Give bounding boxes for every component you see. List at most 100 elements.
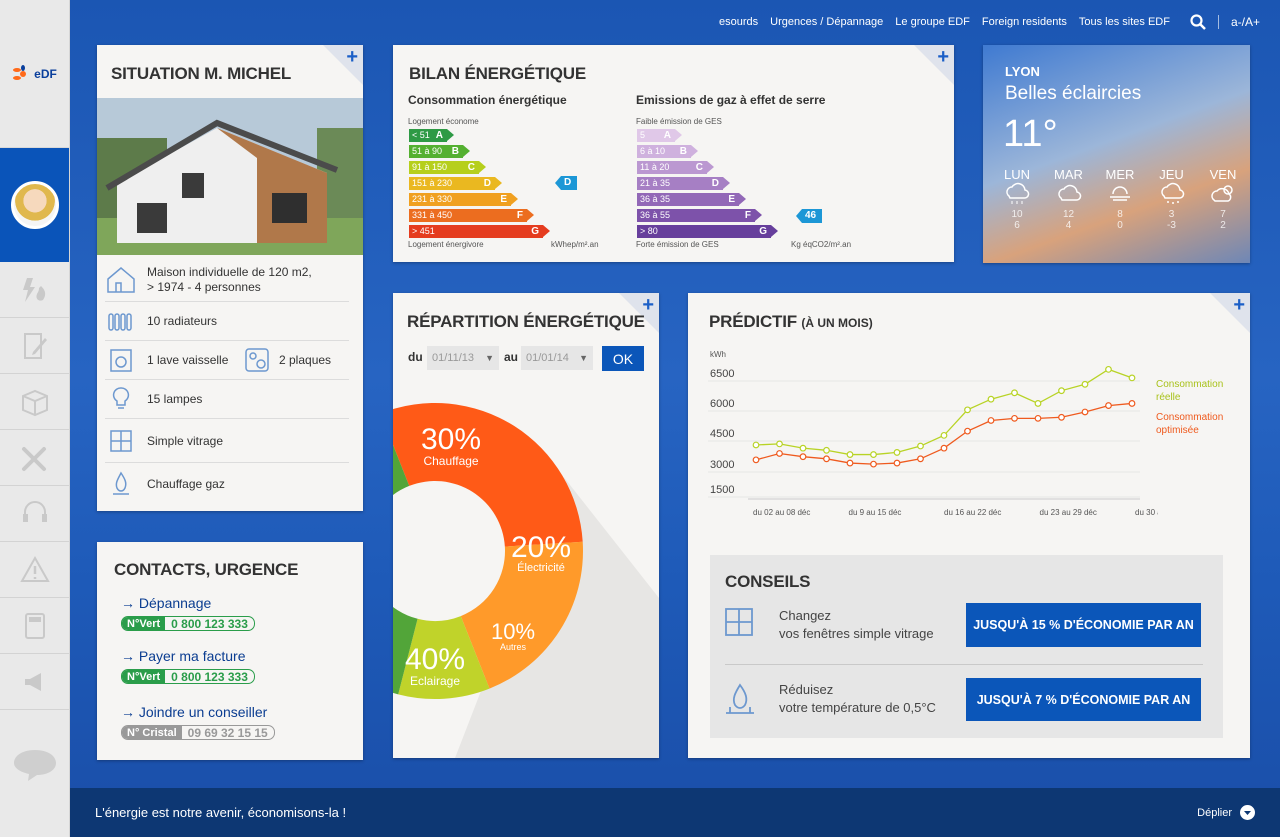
nav-support[interactable] bbox=[0, 486, 69, 542]
card-title: CONTACTS, URGENCE bbox=[114, 560, 299, 579]
expand-plus-icon[interactable]: + bbox=[642, 294, 654, 316]
expand-plus-icon[interactable]: + bbox=[937, 46, 949, 68]
nav-calculator[interactable] bbox=[0, 598, 69, 654]
energy-class-bar: 11 à 20 C bbox=[637, 161, 714, 174]
class-letter: D bbox=[483, 178, 491, 189]
nav-tools[interactable] bbox=[0, 430, 69, 486]
search-icon[interactable] bbox=[1190, 14, 1206, 30]
energy-class-bar: 51 à 90 B bbox=[409, 145, 470, 158]
class-range: 36 à 55 bbox=[640, 210, 671, 220]
divider bbox=[725, 664, 1203, 665]
nav-link[interactable]: Foreign residents bbox=[981, 16, 1067, 28]
font-size-toggle[interactable]: a-/A+ bbox=[1230, 15, 1260, 29]
donut-slice[interactable] bbox=[393, 403, 583, 547]
phone-number: 0 800 123 333 bbox=[171, 616, 248, 631]
chat-bubble-icon[interactable] bbox=[12, 748, 58, 782]
legend-text: optimisée bbox=[1156, 425, 1199, 436]
energy-class-bar: > 80 G bbox=[637, 225, 778, 238]
class-range: 11 à 20 bbox=[640, 162, 670, 172]
day-label: MER bbox=[1105, 167, 1135, 182]
energy-class-bar: 36 à 35 E bbox=[637, 193, 746, 206]
legend-text: Consommation bbox=[1156, 412, 1224, 423]
class-letter: F bbox=[516, 210, 523, 221]
contact-link[interactable]: → Dépannage bbox=[121, 595, 212, 611]
nav-alert[interactable] bbox=[0, 542, 69, 598]
class-letter: E bbox=[728, 194, 735, 205]
slice-pct: 30% bbox=[421, 423, 482, 456]
tip-line: Réduisez bbox=[779, 682, 834, 697]
tip-savings-button[interactable]: JUSQU'À 15 % D'ÉCONOMIE PAR AN bbox=[966, 603, 1201, 647]
temp-high: 10 bbox=[1011, 209, 1023, 220]
nav-box[interactable] bbox=[0, 374, 69, 430]
data-point bbox=[799, 444, 807, 452]
data-point bbox=[917, 455, 924, 463]
slice-label-eclairage: 40% Eclairage bbox=[405, 645, 465, 688]
fog-sun-icon bbox=[1110, 186, 1130, 201]
item-text: 10 radiateurs bbox=[147, 314, 218, 328]
nav-announce[interactable] bbox=[0, 654, 69, 710]
donut-slice[interactable] bbox=[398, 616, 490, 699]
nav-link[interactable]: esourds bbox=[719, 16, 759, 28]
donut-slice[interactable] bbox=[393, 413, 418, 695]
forecast: LUN 10 6 MAR 12 4 MER 8 0 JEU 3 -3 VEN 7 2 bbox=[995, 167, 1245, 231]
class-range: 36 à 35 bbox=[640, 194, 671, 204]
edf-logo[interactable]: eDF bbox=[0, 0, 69, 148]
nav-energy[interactable] bbox=[0, 262, 69, 318]
phone-badge[interactable]: N°Vert 0 800 123 333 bbox=[121, 616, 255, 631]
contacts-card: CONTACTS, URGENCE → Dépannage N°Vert 0 80… bbox=[97, 542, 363, 760]
dishwasher-icon bbox=[110, 349, 132, 372]
cloud-icon bbox=[1057, 184, 1081, 201]
avatar[interactable] bbox=[10, 181, 59, 229]
phone-badge[interactable]: N°Vert 0 800 123 333 bbox=[121, 669, 255, 684]
box-icon bbox=[21, 389, 48, 416]
date-from-select[interactable]: 01/11/13 ▼ bbox=[427, 346, 499, 370]
rain-cloud-icon bbox=[1006, 182, 1030, 204]
nav-link[interactable]: Tous les sites EDF bbox=[1078, 16, 1170, 28]
conso-title: Consommation énergétique bbox=[408, 93, 567, 107]
chevron-down-icon: ▼ bbox=[485, 353, 494, 363]
conso-unit: kWhep/m².an bbox=[551, 240, 599, 249]
donut-slice[interactable] bbox=[460, 541, 583, 689]
item-text: 2 plaques bbox=[279, 353, 332, 367]
sidebar: eDF bbox=[0, 0, 70, 837]
contact-link[interactable]: → Joindre un conseiller bbox=[121, 704, 268, 720]
slice-pct: 10% bbox=[491, 619, 536, 644]
contact-link[interactable]: → Payer ma facture bbox=[121, 648, 246, 664]
expand-plus-icon[interactable]: + bbox=[1233, 294, 1245, 316]
energy-class-bar: 331 à 450 F bbox=[409, 209, 534, 222]
temp-high: 3 bbox=[1168, 209, 1175, 220]
calculator-icon bbox=[24, 612, 45, 639]
expand-corner bbox=[914, 45, 954, 85]
energy-class-bar: 231 à 330 E bbox=[409, 193, 518, 206]
phone-badge[interactable]: N° Cristal 09 69 32 15 15 bbox=[121, 725, 275, 740]
edf-flower-icon bbox=[13, 64, 27, 80]
nav-link[interactable]: Urgences / Dépannage bbox=[770, 16, 884, 28]
conseils-panel: CONSEILS Changez vos fenêtres simple vitr… bbox=[710, 555, 1223, 738]
data-point bbox=[987, 395, 995, 403]
tip-savings-button[interactable]: JUSQU'À 7 % D'ÉCONOMIE PAR AN bbox=[966, 678, 1201, 721]
user-panel[interactable] bbox=[0, 148, 69, 262]
ok-button[interactable]: OK bbox=[602, 346, 644, 371]
nav-link[interactable]: Le groupe EDF bbox=[895, 16, 970, 28]
legend-text: réelle bbox=[1156, 392, 1181, 403]
cooktop-icon bbox=[245, 348, 269, 372]
x-tick-label: du 23 au 29 déc bbox=[1040, 508, 1097, 517]
ges-unit: Kg éqCO2/m².an bbox=[791, 240, 852, 249]
item-text: Simple vitrage bbox=[147, 433, 224, 448]
expand-plus-icon[interactable]: + bbox=[346, 46, 358, 68]
energy-class-bar: 36 à 55 F bbox=[637, 209, 762, 222]
legend-optimised: Consommation optimisée bbox=[1156, 411, 1223, 437]
logo-text: eDF bbox=[34, 66, 57, 81]
deplier-toggle[interactable]: Déplier bbox=[1197, 805, 1255, 820]
card-title: BILAN ÉNERGÉTIQUE bbox=[409, 64, 587, 83]
class-letter: B bbox=[679, 146, 687, 157]
card-title: SITUATION M. MICHEL bbox=[111, 64, 292, 83]
date-to-select[interactable]: 01/01/14 ▼ bbox=[521, 346, 593, 370]
y-tick-label: 6000 bbox=[710, 398, 734, 410]
gas-flame-icon bbox=[726, 683, 754, 714]
class-range: 151 à 230 bbox=[412, 178, 453, 188]
x-tick-label: du 16 au 22 déc bbox=[944, 508, 1001, 517]
nav-documents[interactable] bbox=[0, 318, 69, 374]
data-point bbox=[1081, 408, 1089, 416]
data-point bbox=[846, 459, 854, 467]
